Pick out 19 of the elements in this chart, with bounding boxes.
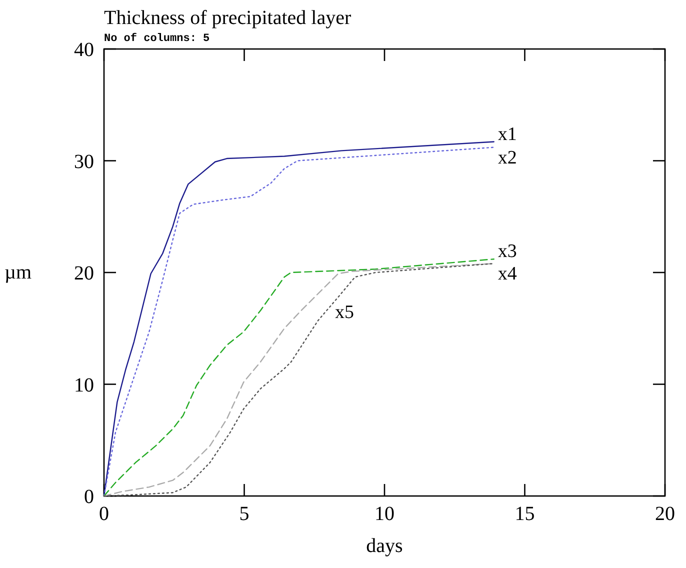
x-axis-title: days bbox=[366, 535, 404, 557]
series-label: x2 bbox=[498, 147, 517, 168]
series-label: x3 bbox=[498, 241, 517, 262]
y-tick-label: 30 bbox=[74, 150, 94, 173]
y-tick-label: 20 bbox=[74, 262, 94, 284]
series-label: x5 bbox=[335, 302, 354, 324]
x-tick-label: 0 bbox=[99, 503, 109, 525]
x-tick-label: 20 bbox=[655, 503, 675, 525]
x-tick-label: 10 bbox=[374, 503, 394, 525]
chart-title: Thickness of precipitated layer bbox=[104, 7, 352, 29]
series-label: x4 bbox=[498, 264, 518, 285]
y-tick-label: 10 bbox=[74, 374, 94, 396]
y-tick-label: 40 bbox=[74, 39, 94, 61]
x-tick-label: 5 bbox=[239, 503, 250, 525]
y-tick-label: 0 bbox=[84, 486, 94, 508]
x-tick-label: 15 bbox=[514, 503, 535, 525]
y-axis-title: µm bbox=[4, 262, 32, 284]
series-label: x1 bbox=[498, 124, 517, 145]
chart-subtitle: No of columns: 5 bbox=[104, 32, 210, 45]
